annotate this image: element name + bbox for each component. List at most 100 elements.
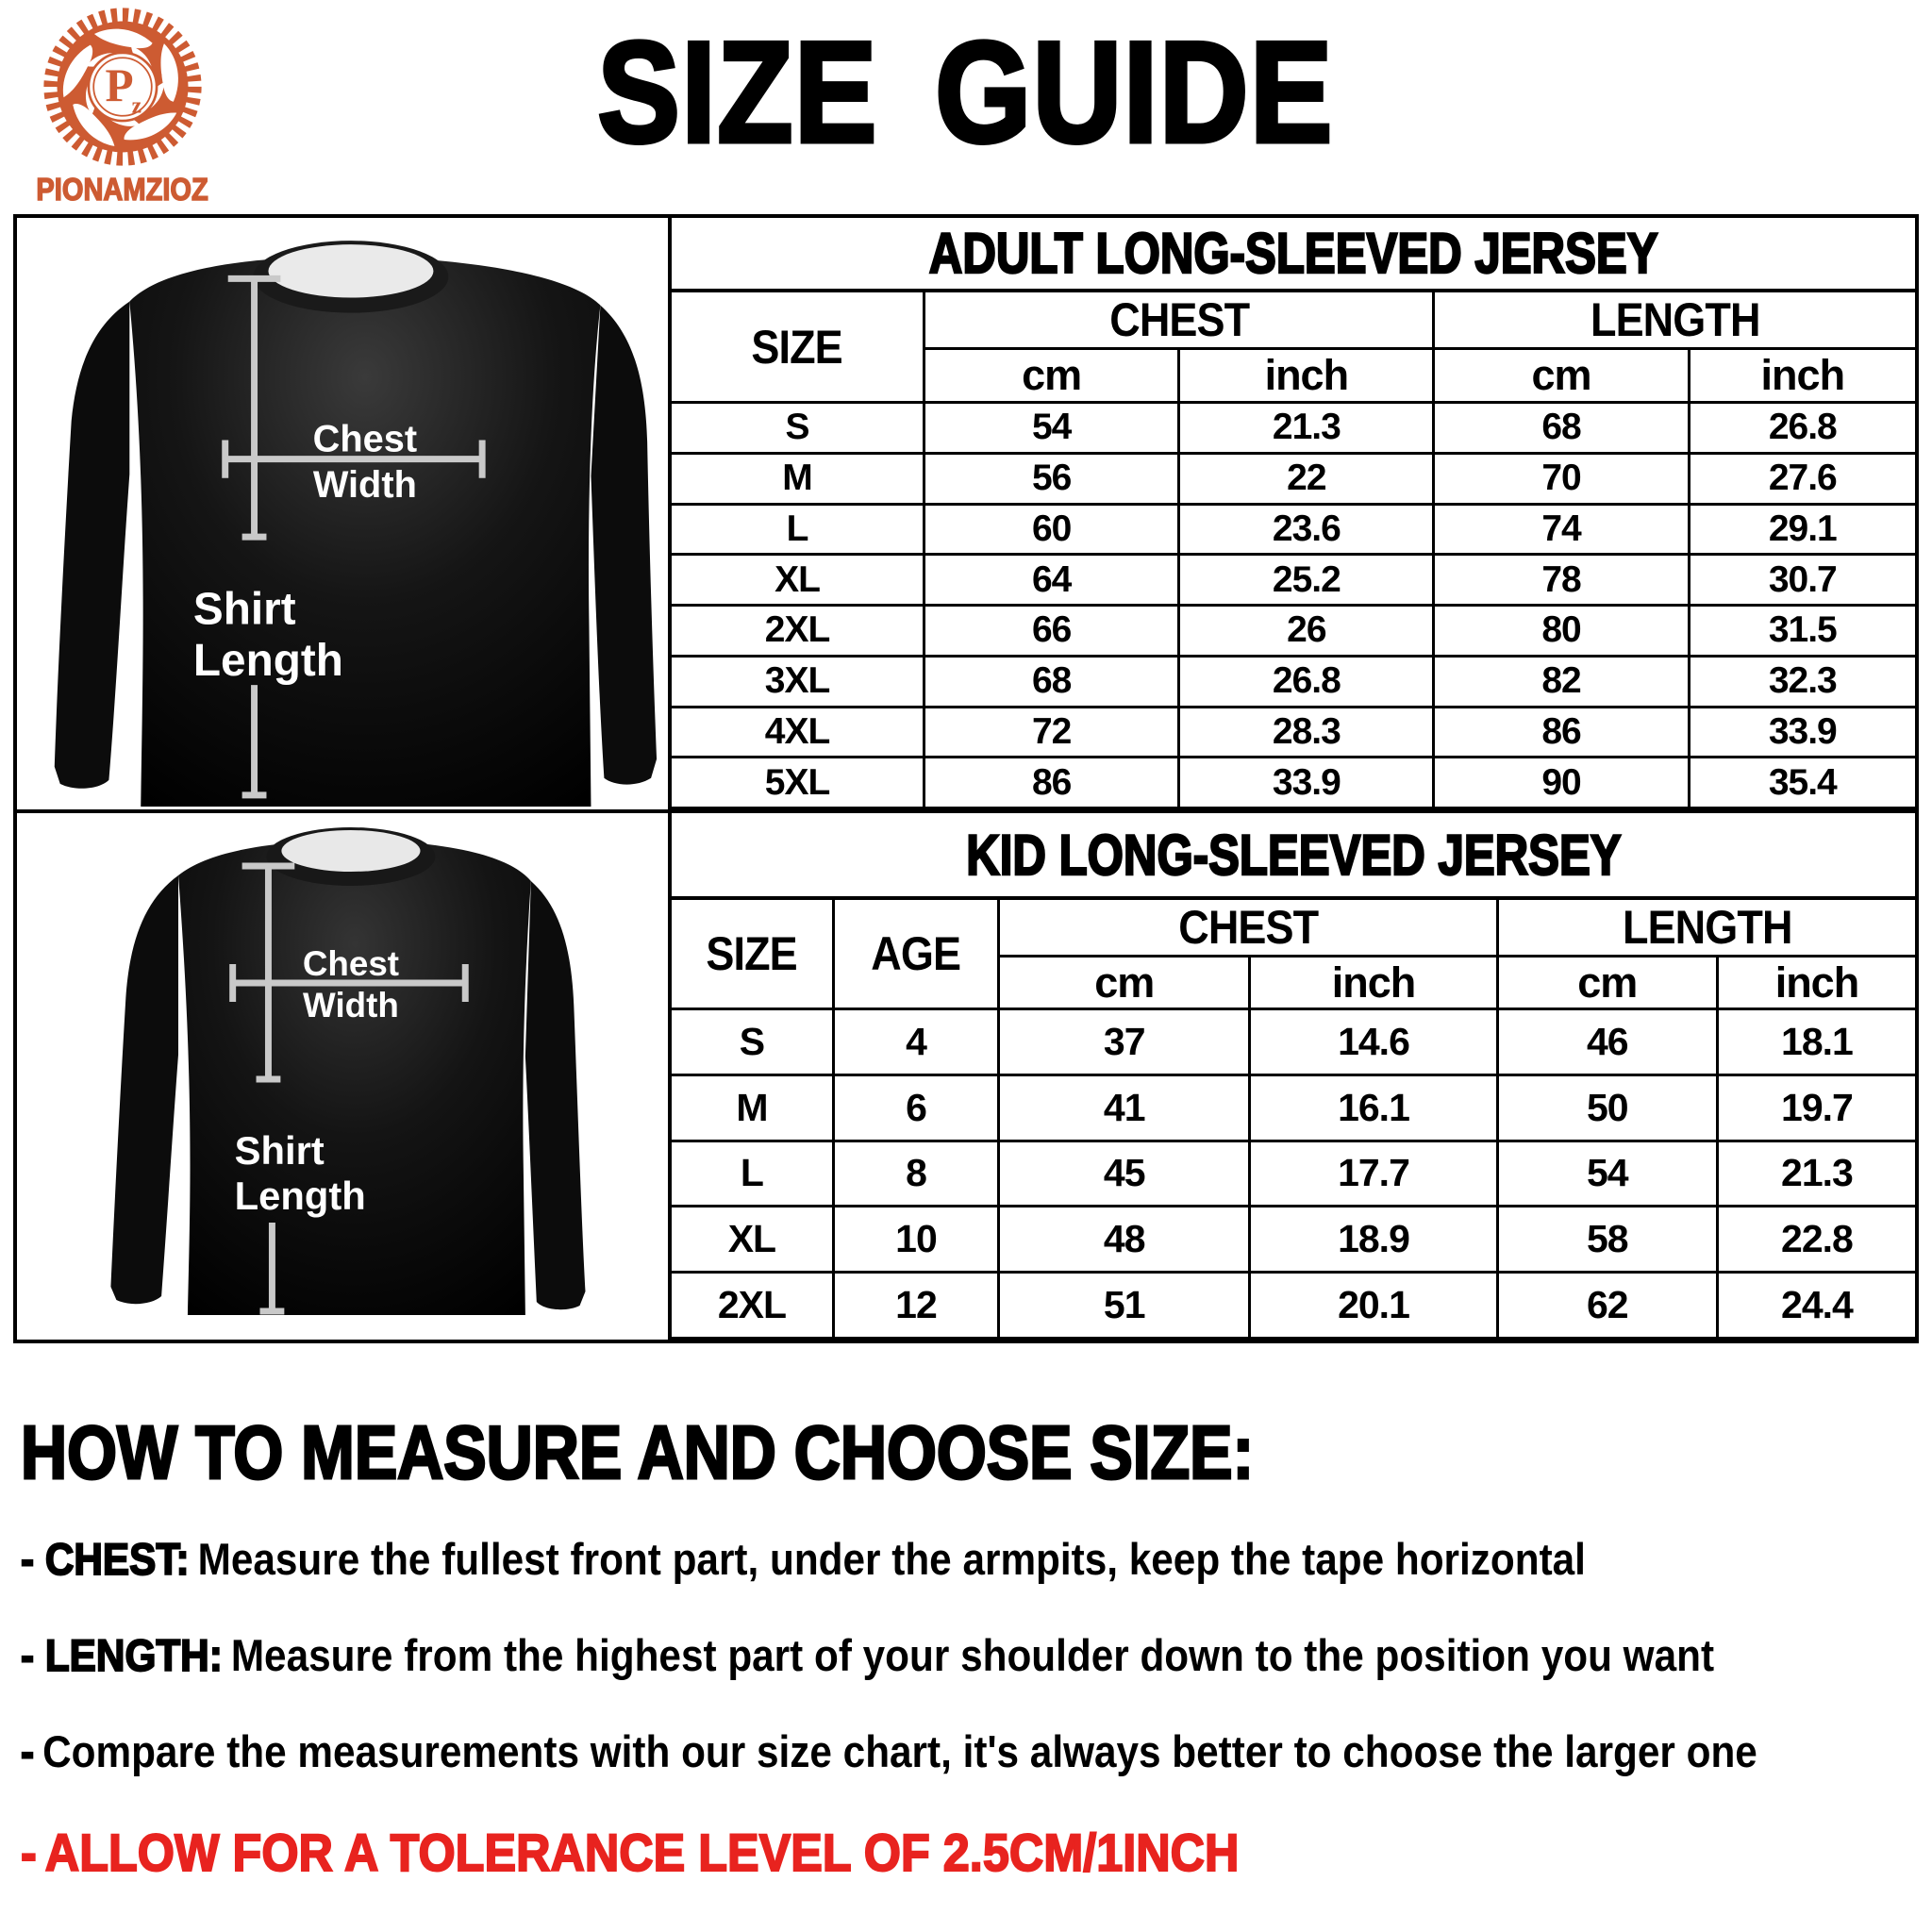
size-cell: 2XL xyxy=(672,604,926,658)
value-cell: 18.1 xyxy=(1715,1008,1915,1076)
adult-table-column: ADULT LONG-SLEEVED JERSEY SIZE CHEST LEN… xyxy=(672,218,1915,809)
page-title: SIZE GUIDE xyxy=(0,19,1932,167)
value-cell: 58 xyxy=(1495,1205,1719,1274)
value-cell: 41 xyxy=(997,1073,1252,1142)
kid-chest-label-1: Chest xyxy=(303,944,399,983)
instruction-compare: - Compare the measurements with our size … xyxy=(20,1725,1757,1777)
age-cell: 12 xyxy=(831,1271,1001,1340)
value-cell: 21.3 xyxy=(1715,1139,1915,1208)
table-row: XL 64 25.2 78 30.7 xyxy=(672,553,1915,607)
table-row: 4XL 72 28.3 86 33.9 xyxy=(672,705,1915,759)
value-cell: 86 xyxy=(1432,705,1690,759)
size-cell: S xyxy=(672,401,926,455)
kid-length-label-1: Shirt xyxy=(235,1128,325,1173)
kid-measure-lines xyxy=(229,862,469,1315)
adult-col-chest: CHEST xyxy=(923,292,1436,350)
instruction-chest: - CHEST: Measure the fullest front part, … xyxy=(20,1533,1586,1585)
value-cell: 20.1 xyxy=(1248,1271,1499,1340)
value-cell: 51 xyxy=(997,1271,1252,1340)
adult-measure-lines xyxy=(222,275,486,799)
value-cell: 18.9 xyxy=(1248,1205,1499,1274)
kid-section-title: KID LONG-SLEEVED JERSEY xyxy=(965,822,1622,888)
unit-cm: cm xyxy=(1432,347,1690,404)
unit-cm: cm xyxy=(1495,955,1719,1010)
adult-shirt-cell: Chest Width Shirt Length xyxy=(17,218,672,809)
value-cell: 22.8 xyxy=(1715,1205,1915,1274)
value-cell: 46 xyxy=(1495,1008,1719,1076)
value-cell: 74 xyxy=(1432,502,1690,557)
adult-length-label-1: Shirt xyxy=(193,584,296,634)
kid-unit-row: cm inch cm inch xyxy=(672,955,1915,1010)
value-cell: 31.5 xyxy=(1687,604,1915,658)
age-cell: 6 xyxy=(831,1073,1001,1142)
size-cell: XL xyxy=(672,1205,835,1274)
value-cell: 17.7 xyxy=(1248,1139,1499,1208)
value-cell: 70 xyxy=(1432,451,1690,506)
value-cell: 68 xyxy=(1432,401,1690,455)
value-cell: 78 xyxy=(1432,553,1690,607)
table-row: XL 10 48 18.9 58 22.8 xyxy=(672,1205,1915,1274)
size-cell: L xyxy=(672,502,926,557)
brand-name: PIONAMZIOZ xyxy=(36,171,209,208)
adult-col-size: SIZE xyxy=(672,292,926,404)
value-cell: 80 xyxy=(1432,604,1690,658)
table-row: S 54 21.3 68 26.8 xyxy=(672,401,1915,455)
value-cell: 26.8 xyxy=(1687,401,1915,455)
value-cell: 19.7 xyxy=(1715,1073,1915,1142)
value-cell: 26 xyxy=(1177,604,1436,658)
logo-monogram-small: z xyxy=(132,93,142,118)
value-cell: 33.9 xyxy=(1177,756,1436,809)
size-cell: 4XL xyxy=(672,705,926,759)
adult-unit-row: cm inch cm inch xyxy=(672,347,1915,404)
size-cell: L xyxy=(672,1139,835,1208)
size-cell: M xyxy=(672,451,926,506)
kid-col-age: AGE xyxy=(831,900,1001,1010)
value-cell: 26.8 xyxy=(1177,654,1436,708)
adult-shirt-image: Chest Width Shirt Length xyxy=(54,241,658,807)
brand-logo: P z PIONAMZIOZ xyxy=(19,4,226,208)
adult-section-title: ADULT LONG-SLEEVED JERSEY xyxy=(928,221,1659,287)
value-cell: 23.6 xyxy=(1177,502,1436,557)
kid-size-table: SIZE AGE CHEST LENGTH cm inch cm inch xyxy=(672,900,1915,1340)
value-cell: 68 xyxy=(923,654,1181,708)
value-cell: 37 xyxy=(997,1008,1252,1076)
age-cell: 8 xyxy=(831,1139,1001,1208)
adult-col-length: LENGTH xyxy=(1432,292,1915,350)
value-cell: 33.9 xyxy=(1687,705,1915,759)
value-cell: 25.2 xyxy=(1177,553,1436,607)
value-cell: 66 xyxy=(923,604,1181,658)
age-cell: 10 xyxy=(831,1205,1001,1274)
table-row: M 6 41 16.1 50 19.7 xyxy=(672,1073,1915,1142)
value-cell: 90 xyxy=(1432,756,1690,809)
size-guide-box: Chest Width Shirt Length ADULT LONG-SLEE… xyxy=(13,214,1919,1343)
table-row: L 60 23.6 74 29.1 xyxy=(672,502,1915,557)
table-row: 5XL 86 33.9 90 35.4 xyxy=(672,756,1915,809)
kid-section: Chest Width Shirt Length KID LONG-SLEEVE… xyxy=(17,809,1915,1340)
adult-chest-label-1: Chest xyxy=(313,418,417,459)
size-cell: 5XL xyxy=(672,756,926,809)
kid-header-row: SIZE AGE CHEST LENGTH xyxy=(672,900,1915,1010)
logo-monogram: P xyxy=(105,59,133,111)
value-cell: 72 xyxy=(923,705,1181,759)
instructions-title: HOW TO MEASURE AND CHOOSE SIZE: xyxy=(20,1410,1256,1494)
size-cell: XL xyxy=(672,553,926,607)
size-cell: M xyxy=(672,1073,835,1142)
kid-shirt-image: Chest Width Shirt Length xyxy=(110,827,586,1315)
adult-section: Chest Width Shirt Length ADULT LONG-SLEE… xyxy=(17,218,1915,809)
value-cell: 16.1 xyxy=(1248,1073,1499,1142)
kid-table-column: KID LONG-SLEEVED JERSEY SIZE AGE CHEST L… xyxy=(672,813,1915,1340)
unit-cm: cm xyxy=(998,955,1252,1010)
unit-inch: inch xyxy=(1248,955,1499,1010)
size-cell: 2XL xyxy=(672,1271,835,1340)
unit-inch: inch xyxy=(1715,955,1915,1010)
value-cell: 28.3 xyxy=(1177,705,1436,759)
unit-cm: cm xyxy=(924,347,1181,404)
value-cell: 29.1 xyxy=(1687,502,1915,557)
value-cell: 86 xyxy=(923,756,1181,809)
kid-col-length: LENGTH xyxy=(1495,900,1915,958)
value-cell: 35.4 xyxy=(1687,756,1915,809)
value-cell: 14.6 xyxy=(1248,1008,1499,1076)
value-cell: 50 xyxy=(1495,1073,1719,1142)
age-cell: 4 xyxy=(831,1008,1001,1076)
